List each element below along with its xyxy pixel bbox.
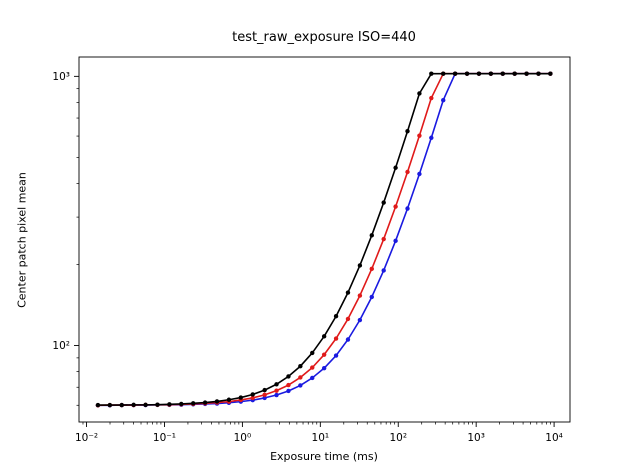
- series-marker-red: [429, 95, 434, 101]
- series-marker-red: [333, 336, 339, 341]
- series-marker-blue: [333, 353, 339, 358]
- series-marker-black: [452, 71, 458, 76]
- series-marker-black: [202, 400, 208, 405]
- series-marker-black: [214, 399, 220, 404]
- series-marker-blue: [417, 171, 422, 177]
- series-marker-black: [476, 71, 482, 76]
- series-marker-blue: [405, 206, 410, 211]
- series-marker-red: [321, 352, 327, 357]
- series-marker-red: [381, 236, 386, 242]
- series-marker-black: [381, 200, 386, 205]
- series-marker-black: [262, 387, 267, 393]
- series-marker-black: [190, 401, 196, 406]
- series-marker-black: [393, 165, 398, 170]
- series-marker-red: [310, 365, 315, 370]
- x-axis-label: Exposure time (ms): [270, 450, 378, 463]
- x-tick-label: 10⁴: [545, 432, 563, 444]
- series-marker-black: [226, 397, 232, 402]
- series-marker-blue: [286, 388, 291, 394]
- x-tick-label: 10²: [389, 432, 407, 444]
- chart-title: test_raw_exposure ISO=440: [232, 30, 416, 45]
- series-marker-red: [250, 395, 255, 401]
- series-marker-blue: [345, 337, 351, 342]
- series-marker-black: [310, 350, 315, 356]
- series-marker-black: [131, 402, 136, 408]
- series-marker-blue: [441, 98, 446, 103]
- series-marker-blue: [321, 365, 327, 371]
- series-marker-black: [167, 402, 172, 407]
- series-marker-black: [95, 402, 101, 408]
- series-marker-black: [345, 290, 351, 295]
- series-marker-black: [286, 374, 291, 379]
- series-marker-black: [333, 314, 339, 319]
- series-marker-black: [250, 392, 255, 397]
- x-tick-label: 10⁻¹: [153, 432, 176, 444]
- series-marker-blue: [429, 135, 434, 140]
- y-tick-label: 10³: [52, 71, 70, 83]
- series-marker-red: [369, 266, 374, 272]
- axes-box: [78, 56, 571, 423]
- series-marker-black: [548, 71, 553, 76]
- series-marker-black: [369, 233, 374, 238]
- x-tick-label: 10¹: [312, 432, 330, 444]
- series-marker-blue: [274, 392, 279, 398]
- series-marker-red: [274, 388, 279, 393]
- series-marker-black: [488, 71, 494, 76]
- series-marker-blue: [393, 238, 398, 244]
- series-marker-black: [238, 395, 244, 400]
- series-marker-black: [321, 334, 327, 339]
- series-marker-black: [357, 263, 363, 268]
- series-marker-red: [298, 375, 303, 380]
- series-marker-black: [417, 91, 422, 96]
- series-marker-blue: [262, 395, 267, 401]
- x-tick-label: 10⁰: [234, 432, 252, 444]
- series-marker-blue: [369, 294, 374, 300]
- series-marker-blue: [310, 375, 315, 381]
- series-marker-red: [405, 169, 410, 175]
- series-marker-black: [119, 402, 124, 408]
- series-marker-red: [393, 204, 398, 209]
- series-marker-black: [155, 402, 160, 407]
- x-tick-label: 10³: [467, 432, 485, 444]
- series-marker-black: [179, 401, 184, 407]
- series-marker-black: [464, 71, 470, 76]
- series-marker-red: [417, 133, 422, 138]
- series-marker-red: [357, 293, 363, 298]
- series-marker-blue: [357, 317, 363, 323]
- series-marker-black: [429, 71, 434, 76]
- series-marker-red: [262, 392, 267, 398]
- series-marker-black: [405, 129, 410, 134]
- series-marker-black: [524, 71, 529, 76]
- series-marker-black: [500, 71, 505, 76]
- series-marker-black: [274, 382, 279, 387]
- series-marker-black: [107, 402, 113, 408]
- series-marker-black: [143, 402, 148, 408]
- y-tick-label: 10²: [52, 340, 70, 352]
- series-marker-black: [512, 71, 517, 76]
- series-marker-black: [441, 71, 446, 76]
- series-marker-red: [345, 316, 351, 322]
- x-tick-label: 10⁻²: [75, 432, 98, 444]
- series-marker-blue: [298, 383, 303, 388]
- series-marker-black: [536, 71, 541, 76]
- series-marker-blue: [381, 268, 386, 273]
- series-marker-red: [286, 382, 291, 388]
- series-marker-black: [298, 364, 303, 369]
- y-axis-label: Center patch pixel mean: [15, 172, 29, 308]
